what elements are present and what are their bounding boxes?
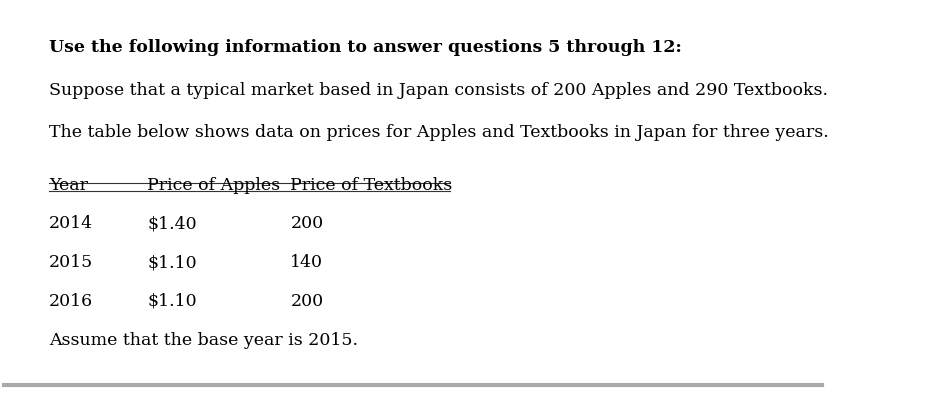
Text: The table below shows data on prices for Apples and Textbooks in Japan for three: The table below shows data on prices for…: [49, 124, 829, 141]
Text: Price of Textbooks: Price of Textbooks: [290, 177, 452, 194]
Text: Year: Year: [49, 177, 88, 194]
Text: $1.10: $1.10: [147, 254, 197, 271]
Text: Price of Apples: Price of Apples: [147, 177, 280, 194]
Text: Assume that the base year is 2015.: Assume that the base year is 2015.: [49, 332, 358, 349]
Text: $1.10: $1.10: [147, 293, 197, 310]
Text: 2016: 2016: [49, 293, 94, 310]
Text: Use the following information to answer questions 5 through 12:: Use the following information to answer …: [49, 39, 682, 56]
Text: 140: 140: [290, 254, 324, 271]
Text: $1.40: $1.40: [147, 215, 197, 232]
Text: 2014: 2014: [49, 215, 94, 232]
Text: 200: 200: [290, 293, 324, 310]
Text: Suppose that a typical market based in Japan consists of 200 Apples and 290 Text: Suppose that a typical market based in J…: [49, 82, 828, 99]
Text: 200: 200: [290, 215, 324, 232]
Text: 2015: 2015: [49, 254, 94, 271]
